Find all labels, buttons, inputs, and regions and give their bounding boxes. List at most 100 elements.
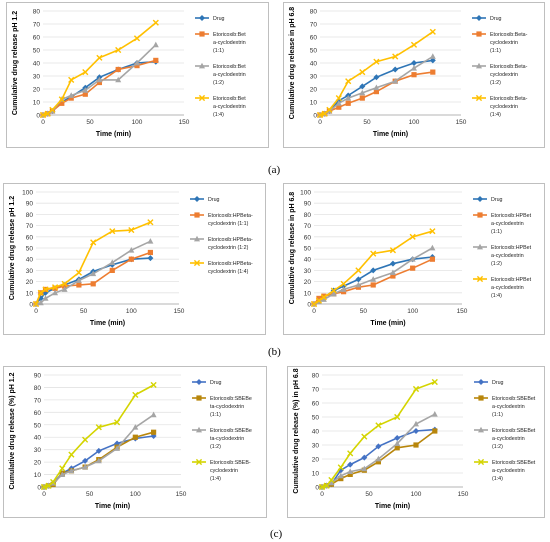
data-point (50, 478, 57, 486)
legend-label: Drug (208, 197, 220, 203)
data-point (96, 79, 102, 86)
y-tick-label: 20 (304, 279, 312, 286)
data-point (411, 65, 417, 71)
data-point (115, 76, 122, 83)
y-tick-label: 50 (312, 415, 320, 422)
legend-marker-2 (196, 395, 202, 401)
y-tick-label: 10 (34, 472, 42, 479)
data-point (429, 244, 436, 251)
x-tick-label: 100 (411, 491, 422, 498)
data-point (109, 259, 116, 265)
legend-label: (1:2) (491, 261, 502, 267)
y-axis-title: Cumulative drug release pH 1.2 (12, 11, 19, 115)
data-point (113, 419, 121, 426)
y-tick-label: 30 (33, 74, 41, 81)
data-point (345, 94, 352, 101)
y-tick-label: 60 (34, 410, 42, 417)
y-tick-label: 100 (300, 190, 311, 197)
x-tick-label: 50 (360, 308, 368, 315)
x-axis-title: Time (min) (373, 131, 408, 138)
data-point (82, 69, 89, 76)
data-point (152, 41, 159, 48)
chart-panel-a-ph68: 0 10 20 30 40 50 60 70 80 0 50 100 150 Time (min) Cumu… (283, 2, 545, 148)
legend-label: (1:2) (210, 444, 221, 450)
data-point (59, 100, 65, 106)
y-tick-label: 40 (312, 429, 320, 436)
data-point (58, 96, 65, 103)
chart-2-svg: 0 10 20 30 40 50 60 70 80 90 100 0 50 100 150 Time (min… (9, 190, 253, 328)
data-point (370, 276, 377, 282)
data-point (347, 471, 353, 477)
data-point (410, 41, 418, 48)
data-point (389, 247, 397, 254)
data-point (429, 53, 436, 59)
legend-label: cyclodextrin (1:1) (208, 221, 249, 227)
data-point (82, 87, 89, 93)
chart-1-svg: 0 10 20 30 40 50 60 70 80 0 50 100 150 Time (min) Cumu… (289, 7, 528, 138)
legend-label: Drug (213, 16, 225, 22)
y-tick-label: 20 (33, 87, 41, 94)
legend-label: Etoricoxib:Beta- (490, 32, 528, 38)
data-point (355, 267, 362, 274)
data-point (413, 442, 419, 448)
data-point (82, 436, 89, 443)
data-point (76, 282, 82, 288)
x-tick-label: 100 (126, 308, 137, 315)
data-point (95, 424, 102, 431)
data-point (389, 269, 396, 276)
data-point (68, 92, 75, 98)
data-point (90, 239, 97, 246)
data-point (68, 467, 75, 474)
data-point (335, 100, 342, 106)
panel-label-a: (a) (268, 164, 281, 176)
data-point (320, 294, 327, 301)
data-point (134, 63, 140, 69)
data-point (345, 78, 352, 85)
data-point (411, 60, 417, 66)
legend-marker-4 (475, 94, 483, 102)
data-point (431, 411, 438, 417)
legend-marker-1 (476, 15, 482, 21)
legend-label: ta-cyclodextrin (210, 436, 244, 442)
x-tick-label: 0 (318, 119, 322, 126)
data-point (355, 276, 362, 283)
legend-label: (1:4) (213, 112, 224, 118)
legend-marker-2 (476, 31, 482, 37)
legend-label: (1:1) (210, 412, 221, 418)
legend-label: a-cyclodextrin (491, 221, 524, 227)
data-point (392, 53, 399, 60)
data-point (42, 289, 49, 296)
data-point (330, 290, 337, 297)
legend-marker-3 (196, 426, 202, 433)
legend-label: cyclodextrin (210, 468, 238, 474)
y-tick-label: 10 (310, 100, 318, 107)
data-point (394, 445, 400, 451)
chart-panel-c-ph12: 0 10 20 30 40 50 60 70 80 90 0 50 100 150 Time (min) Cu… (3, 366, 267, 518)
legend-label: Drug (210, 380, 222, 386)
legend-marker-3 (476, 62, 482, 69)
y-tick-label: 50 (34, 422, 42, 429)
data-point (128, 256, 134, 262)
legend-marker-4 (476, 275, 484, 283)
legend-label: (1:1) (491, 229, 502, 235)
data-point (375, 443, 382, 450)
legend-marker-2 (477, 212, 483, 218)
legend-label: Etoricoxib:HPBeta- (208, 261, 253, 267)
legend-marker-3 (199, 62, 205, 69)
data-point (370, 250, 377, 257)
legend-label: (1:4) (491, 293, 502, 299)
data-point (150, 381, 157, 389)
y-tick-label: 20 (26, 279, 34, 286)
data-point (394, 435, 401, 441)
data-point (375, 459, 381, 465)
series-line-1 (35, 257, 151, 305)
data-point (394, 440, 401, 446)
data-point (150, 411, 157, 418)
legend-label: a-cyclodextrin (492, 404, 525, 410)
y-tick-label: 40 (310, 61, 318, 68)
legend-marker-1 (199, 15, 205, 21)
legend-label: a-cyclodextrin (492, 436, 525, 442)
y-tick-label: 20 (34, 460, 42, 467)
chart-4-svg: 0 10 20 30 40 50 60 70 80 90 0 50 100 150 Time (min) Cu… (9, 372, 252, 510)
x-tick-label: 50 (86, 119, 94, 126)
